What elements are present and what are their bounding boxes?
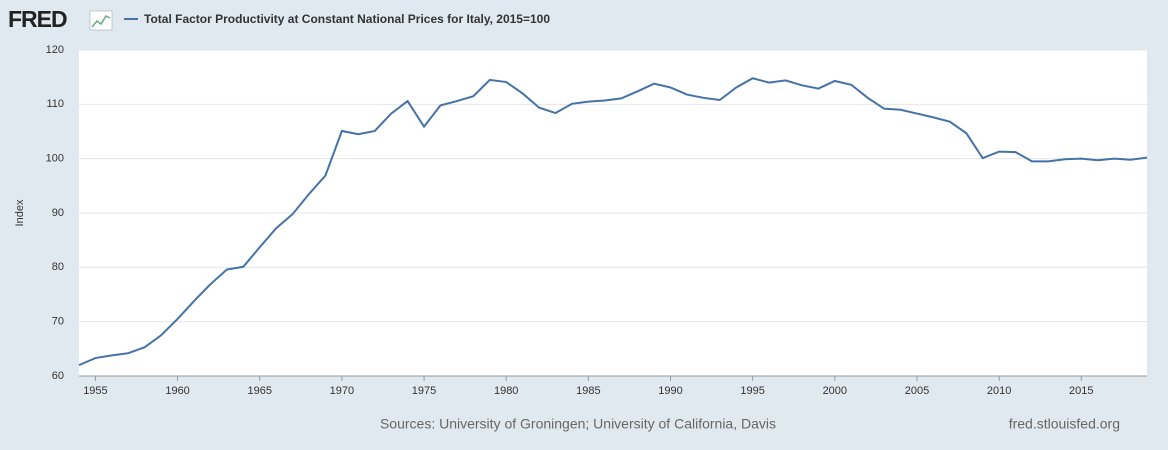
y-tick-label: 100 — [46, 153, 64, 165]
y-tick-label: 90 — [52, 207, 64, 219]
x-tick-label: 1955 — [83, 385, 107, 397]
y-tick-label: 110 — [46, 98, 64, 110]
site-link[interactable]: fred.stlouisfed.org — [1009, 416, 1120, 432]
x-tick-label: 1975 — [412, 385, 436, 397]
line-series — [78, 77, 1148, 367]
x-tick-label: 1985 — [576, 385, 600, 397]
x-tick-label: 1995 — [740, 385, 764, 397]
x-tick-label: 1960 — [165, 385, 189, 397]
x-tick-label: 1965 — [247, 385, 271, 397]
x-tick-label: 1980 — [494, 385, 518, 397]
y-tick-label: 60 — [52, 370, 64, 382]
y-tick-label: 120 — [46, 44, 64, 56]
y-tick-label: 70 — [52, 316, 64, 328]
x-tick-label: 1970 — [330, 385, 354, 397]
source: Sources: University of Groningen; Univer… — [380, 416, 776, 432]
x-tick-label: 2000 — [823, 385, 847, 397]
legend-label: Total Factor Productivity at Constant Na… — [144, 12, 550, 26]
x-tick-label: 2015 — [1069, 385, 1093, 397]
logo: FRED — [8, 6, 67, 32]
logo-icon — [89, 10, 113, 31]
x-tick-label: 2010 — [987, 385, 1011, 397]
x-tick-label: 2005 — [905, 385, 929, 397]
y-tick-label: 80 — [52, 261, 64, 273]
x-tick-label: 1990 — [658, 385, 682, 397]
y-axis-label: Index — [14, 199, 26, 226]
